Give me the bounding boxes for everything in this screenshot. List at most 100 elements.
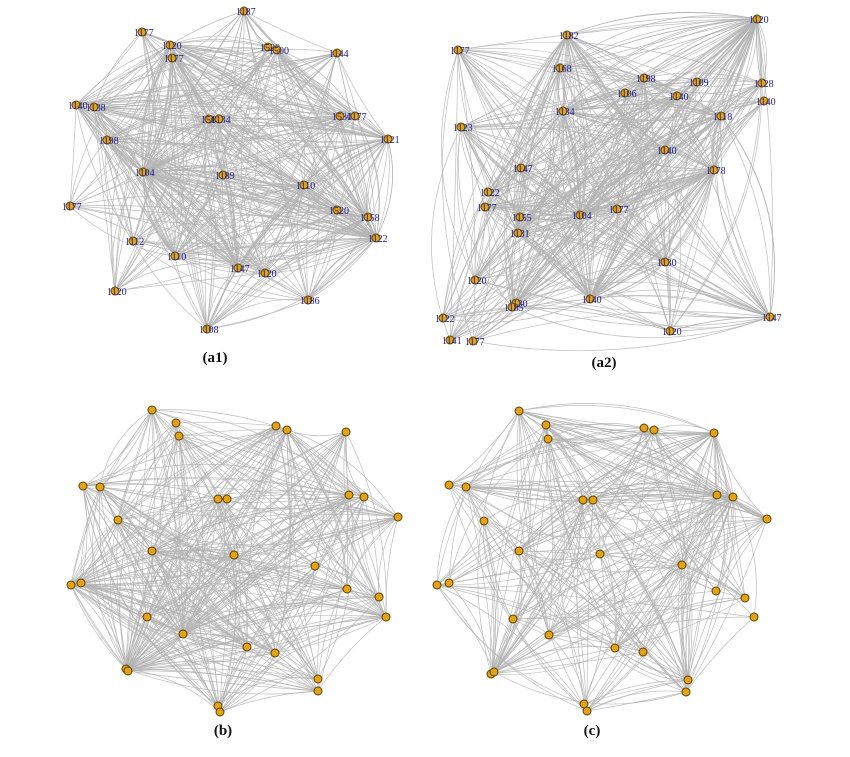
network-edge: [151, 543, 380, 598]
network-edge: [487, 191, 618, 216]
network-edge: [545, 424, 687, 693]
network-edge: [317, 616, 387, 692]
network-edge: [206, 138, 389, 330]
network-edge: [151, 507, 399, 552]
network-edge: [720, 18, 758, 117]
node-label: 1120: [749, 15, 769, 26]
network-edge: [206, 272, 266, 330]
network-edge: [589, 77, 645, 300]
network-edge: [93, 48, 278, 108]
network-edge: [545, 424, 584, 501]
network-edge: [276, 49, 369, 218]
network-edge: [307, 138, 389, 301]
network-edge: [274, 425, 291, 654]
network-edge: [518, 550, 683, 573]
network-edge: [274, 616, 387, 654]
network-edge: [518, 550, 689, 681]
network-edge: [151, 513, 399, 552]
network-edge: [516, 410, 588, 712]
network-edge: [589, 169, 715, 300]
node-label: 1155: [512, 213, 532, 224]
network-edge: [599, 553, 687, 693]
network-edge: [350, 115, 377, 239]
network-edge: [169, 44, 341, 117]
network-node: [95, 482, 105, 492]
network-edge: [218, 118, 377, 239]
network-node: [272, 45, 282, 55]
network-edge: [599, 553, 746, 599]
network-edge: [582, 499, 689, 681]
network-edge: [117, 519, 184, 635]
network-edge: [117, 435, 180, 521]
network-edge: [589, 169, 715, 300]
network-edge: [69, 49, 278, 207]
network-node: [595, 549, 605, 559]
network-edge: [474, 169, 715, 281]
network-edge: [125, 431, 347, 670]
network-edge: [125, 496, 365, 670]
network-edge: [222, 174, 377, 239]
network-edge: [366, 138, 389, 218]
network-edge: [756, 18, 773, 318]
network-edge: [114, 209, 338, 292]
network-edge: [664, 18, 758, 151]
network-edge: [125, 633, 184, 670]
network-edge: [449, 49, 459, 341]
network-edge: [375, 138, 393, 239]
network-edge: [69, 104, 77, 207]
network-edge: [146, 429, 288, 618]
network-edge: [548, 494, 718, 636]
network-edge: [457, 47, 678, 97]
network-edge: [493, 634, 550, 673]
network-edge: [493, 550, 521, 673]
network-edge: [354, 115, 380, 239]
network-edge: [169, 44, 208, 330]
network-edge: [579, 149, 666, 216]
network-edge: [566, 34, 715, 171]
network-node: [239, 6, 249, 16]
network-edge: [493, 424, 548, 673]
network-edge: [448, 582, 495, 673]
network-edge: [99, 486, 219, 500]
nodes-a2: 1177 1182 1120 1168 1198 1109 1128 1106 1140 1140…: [435, 14, 782, 348]
network-edge: [579, 169, 715, 216]
network-edge: [75, 104, 144, 173]
network-edge: [487, 169, 715, 193]
network-edge: [169, 44, 377, 239]
network-edge: [151, 550, 348, 590]
network-edge: [82, 485, 219, 707]
network-edge: [307, 237, 377, 301]
network-edge: [125, 596, 380, 670]
network-edge: [264, 237, 377, 274]
network-edge: [233, 49, 278, 269]
network-edge: [484, 115, 722, 208]
network-edge: [562, 79, 698, 112]
network-edge: [151, 409, 221, 713]
network-edge: [520, 167, 581, 216]
network-edge: [171, 57, 210, 120]
network-edge: [448, 432, 715, 584]
network-edge: [687, 518, 768, 681]
network-edge: [75, 96, 389, 140]
network-edge: [75, 44, 171, 106]
network-edge: [151, 409, 365, 498]
network-edge: [243, 10, 389, 140]
network-edge: [182, 614, 387, 635]
network-edge: [474, 206, 486, 281]
network-edge: [664, 18, 758, 151]
network-edge: [142, 115, 356, 173]
network-edge: [552, 67, 591, 300]
network-node: [728, 492, 738, 502]
network-edge: [375, 138, 390, 239]
network-edge: [589, 149, 666, 300]
network-edge: [175, 422, 184, 635]
network-edge: [99, 409, 153, 488]
network-node: [660, 257, 670, 267]
network-edge: [449, 115, 722, 341]
network-edge: [483, 520, 689, 681]
network-edge: [70, 584, 348, 613]
network-edge: [442, 67, 561, 319]
network-edge: [243, 10, 356, 117]
network-node: [762, 514, 772, 524]
edges-a1: [69, 10, 393, 330]
